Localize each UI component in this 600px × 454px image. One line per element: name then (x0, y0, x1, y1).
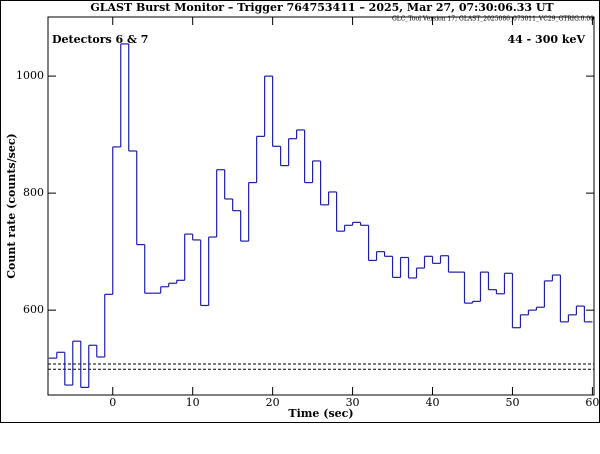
x-tick-label: 0 (109, 396, 116, 409)
y-tick-label: 600 (23, 303, 44, 316)
y-tick-label: 1000 (16, 69, 44, 82)
chart-subtitle: GLC_Tool Version 17; GLAST_2025086_07301… (392, 16, 594, 23)
annotation: Detectors 6 & 7 (52, 33, 148, 46)
x-tick-label: 50 (505, 396, 519, 409)
y-tick-label: 800 (23, 186, 44, 199)
frame (0, 0, 600, 423)
x-axis-label: Time (sec) (288, 407, 353, 420)
annotation: 44 - 300 keV (508, 33, 586, 46)
chart-title: GLAST Burst Monitor – Trigger 764753411 … (90, 1, 554, 14)
y-axis-label: Count rate (counts/sec) (5, 133, 18, 278)
x-tick-label: 40 (426, 396, 440, 409)
x-tick-label: 60 (585, 396, 599, 409)
x-tick-label: 10 (186, 396, 200, 409)
x-tick-label: 20 (266, 396, 280, 409)
x-tick-label: 30 (346, 396, 360, 409)
plot-area (47, 16, 595, 396)
